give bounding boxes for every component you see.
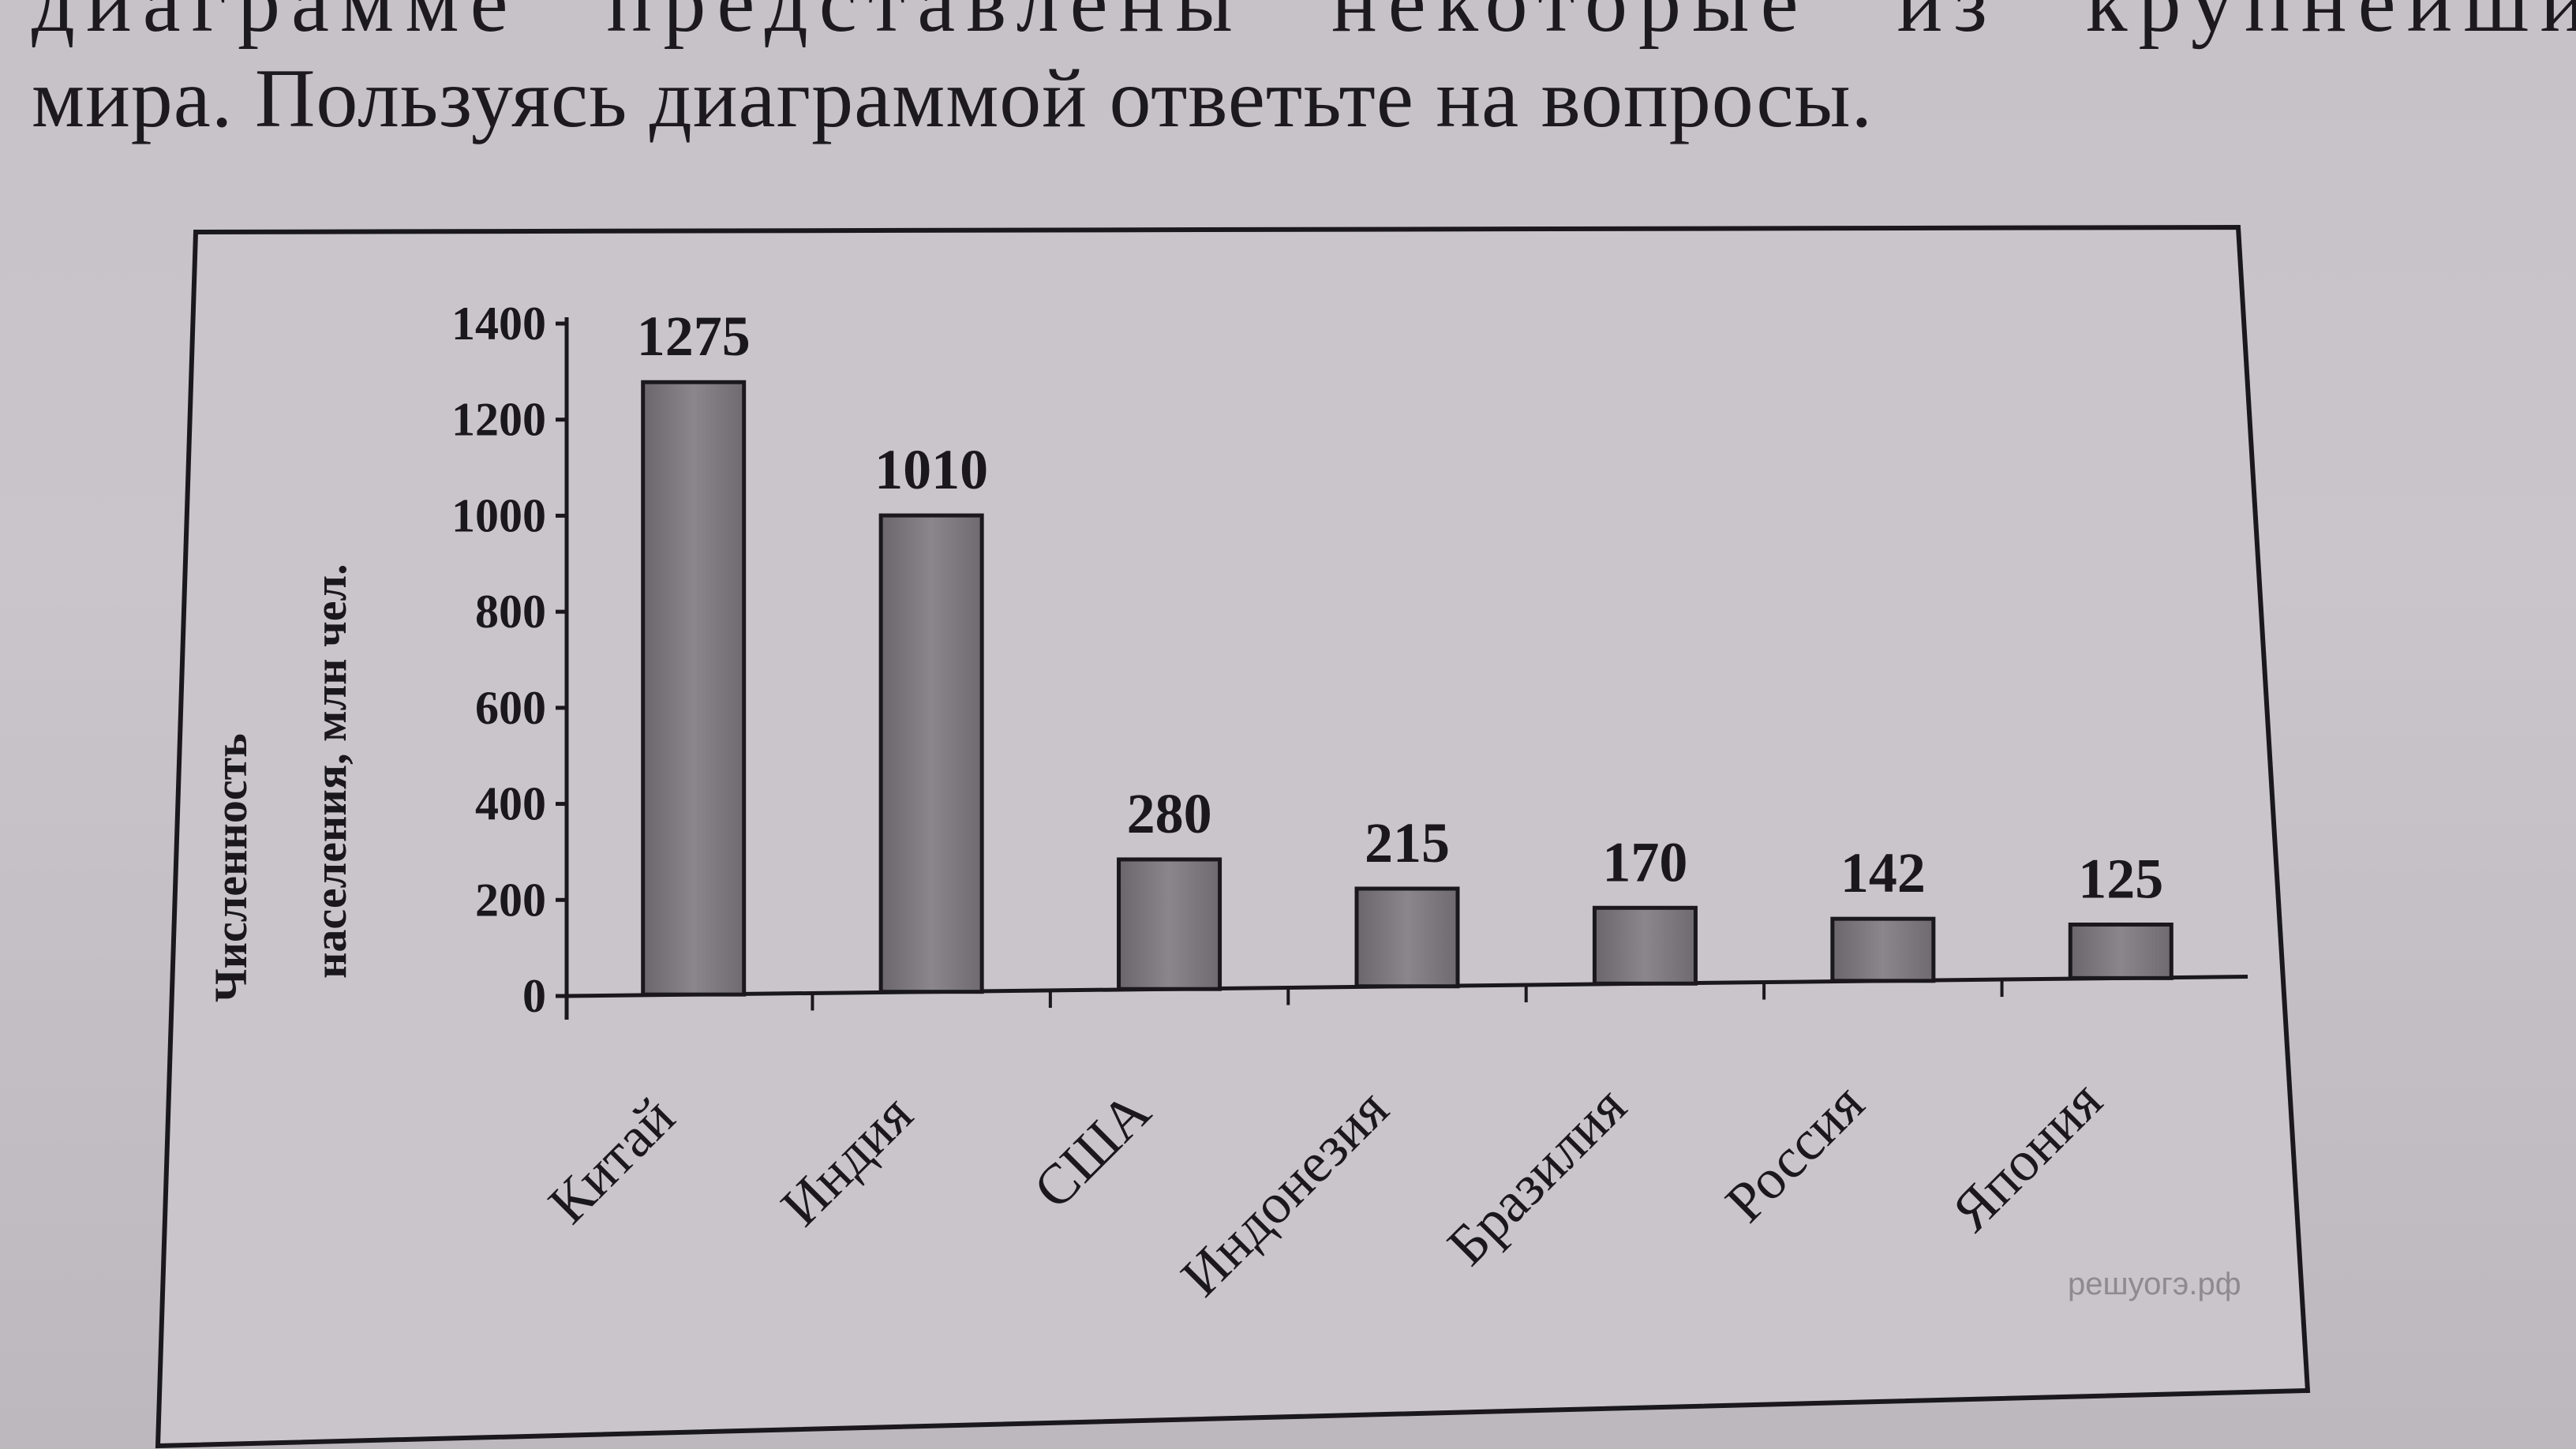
y-tick-label: 1400 xyxy=(451,298,546,350)
bar xyxy=(2068,922,2174,980)
bar xyxy=(641,380,747,997)
y-tick-label: 400 xyxy=(475,778,546,830)
data-label: 142 xyxy=(1840,841,1926,904)
bar xyxy=(1354,886,1460,989)
data-label: 125 xyxy=(2078,847,2163,910)
bar xyxy=(878,513,984,994)
y-axis-title-line-2: населения, млн чел. xyxy=(305,564,356,979)
data-label: 1010 xyxy=(874,438,988,501)
y-axis-title: Численность населения, млн чел. xyxy=(205,564,356,1002)
bar xyxy=(1830,916,1936,983)
y-tick-label: 1000 xyxy=(451,489,546,541)
bar xyxy=(1592,905,1698,986)
data-label: 215 xyxy=(1365,811,1450,874)
watermark: решуогэ.рф xyxy=(2068,1267,2241,1301)
intro-text-line-2: мира. Пользуясь диаграммой ответьте на в… xyxy=(32,52,1874,144)
y-tick-label: 800 xyxy=(475,586,546,638)
intro-text-line-1: диаграмме представлены некоторые из круп… xyxy=(32,0,2576,50)
data-label: 170 xyxy=(1602,830,1687,893)
y-tick-label: 0 xyxy=(522,970,546,1022)
data-label: 280 xyxy=(1127,782,1212,845)
y-tick-label: 1200 xyxy=(451,394,546,446)
y-axis-title-line-1: Численность xyxy=(205,733,256,1002)
y-tick-label: 200 xyxy=(475,874,546,926)
y-tick-label: 600 xyxy=(475,682,546,734)
bar xyxy=(1117,857,1222,991)
data-label: 1275 xyxy=(637,305,751,368)
